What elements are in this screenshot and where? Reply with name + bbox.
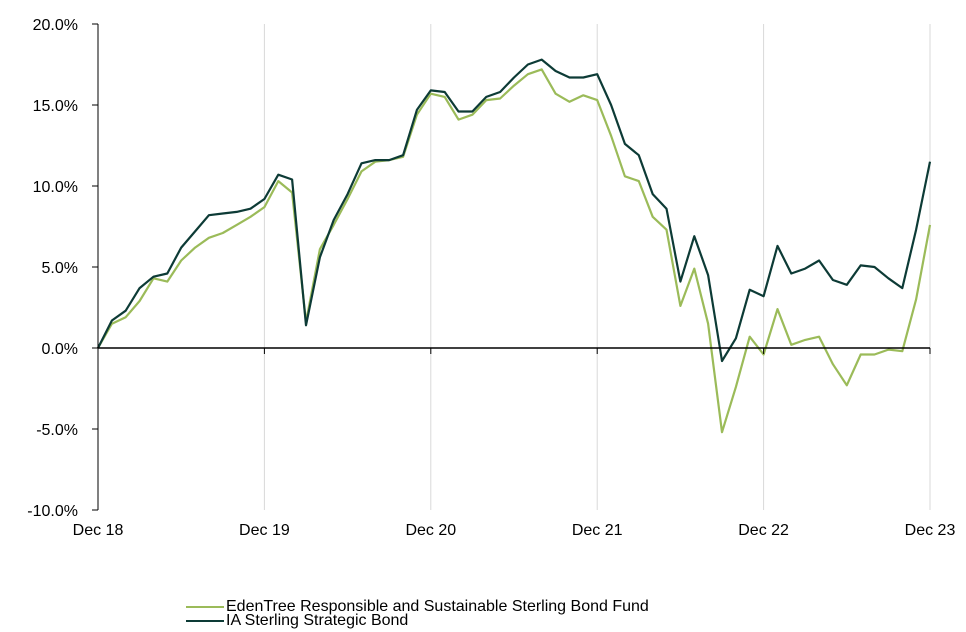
y-tick-label: 5.0% <box>42 260 78 277</box>
series-line-edentree <box>97 68 932 434</box>
x-tick-label: Dec 23 <box>905 522 956 539</box>
x-tick-label: Dec 18 <box>73 522 124 539</box>
axes <box>92 23 931 511</box>
y-tick-label: 20.0% <box>33 17 78 34</box>
x-tick-label: Dec 22 <box>738 522 789 539</box>
y-tick-label: 15.0% <box>33 98 78 115</box>
vertical-gridlines <box>263 24 931 510</box>
x-tick-labels: Dec 18 Dec 19 Dec 20 Dec 21 Dec 22 Dec 23 <box>73 522 956 539</box>
legend-swatch-edentree <box>186 606 224 608</box>
y-tick-labels: 20.0% 15.0% 10.0% 5.0% 0.0% -5.0% -10.0% <box>27 17 78 520</box>
x-tick-label: Dec 19 <box>239 522 290 539</box>
legend-swatch-ia-sterling <box>186 620 224 622</box>
legend-label-ia-sterling: IA Sterling Strategic Bond <box>226 612 409 629</box>
series-line-ia-sterling <box>97 58 932 363</box>
y-tick-label: 0.0% <box>42 341 78 358</box>
legend-item-edentree: EdenTree Responsible and Sustainable Ste… <box>186 598 649 616</box>
series-lines <box>97 58 932 434</box>
legend-label-edentree: EdenTree Responsible and Sustainable Ste… <box>226 598 649 615</box>
x-tick-label: Dec 20 <box>405 522 456 539</box>
legend-item-ia-sterling: IA Sterling Strategic Bond <box>186 612 408 630</box>
y-tick-label: -5.0% <box>36 422 78 439</box>
y-tick-label: -10.0% <box>27 503 78 520</box>
y-tick-label: 10.0% <box>33 179 78 196</box>
x-tick-label: Dec 21 <box>572 522 623 539</box>
